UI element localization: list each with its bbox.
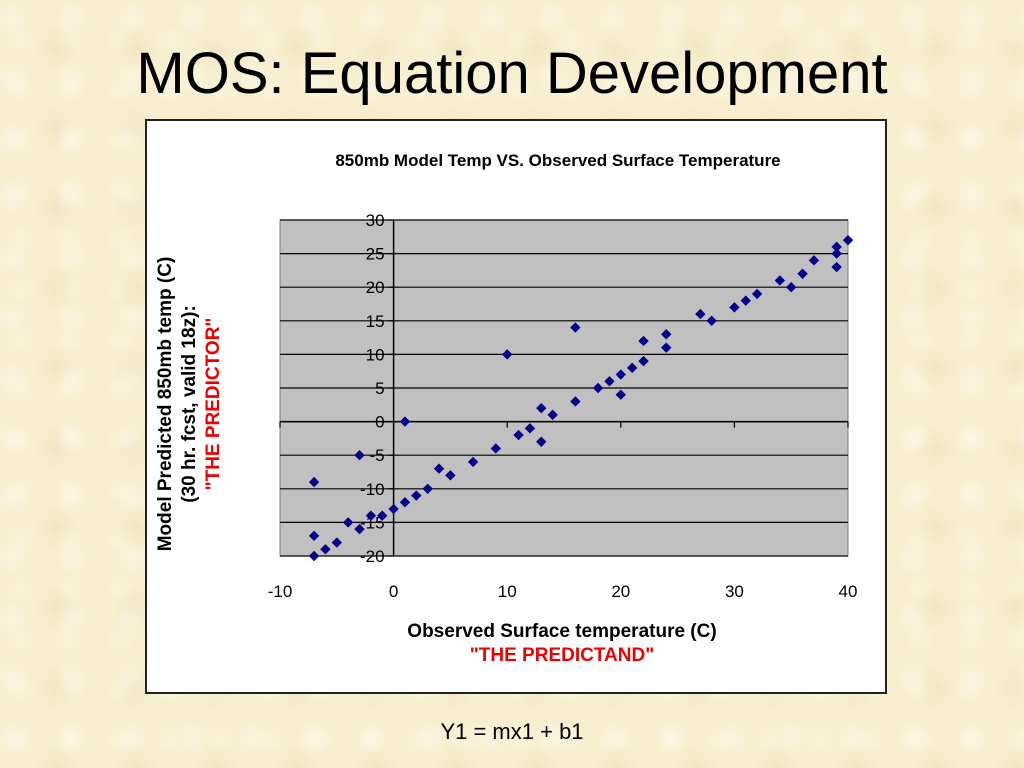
data-point	[388, 503, 399, 515]
data-point	[695, 308, 706, 320]
data-point	[308, 550, 320, 562]
data-point	[536, 402, 547, 414]
x-tick-label: 0	[389, 582, 398, 601]
x-tick-label: 40	[839, 582, 858, 601]
y-axis-title-line2: (30 hr. fcst, valid 18z):	[179, 305, 200, 502]
x-tick-label: 10	[498, 582, 517, 601]
y-axis-title-line1: Model Predicted 850mb temp (C)	[155, 257, 176, 552]
y-tick-label: -15	[360, 513, 385, 532]
data-point	[638, 355, 649, 367]
x-tick-label: -10	[268, 582, 293, 601]
y-tick-label: -20	[360, 547, 385, 566]
data-point	[842, 234, 854, 246]
data-point	[354, 450, 365, 461]
data-point	[638, 335, 649, 347]
data-point	[797, 268, 808, 279]
chart-container: 850mb Model Temp VS. Observed Surface Te…	[145, 119, 887, 694]
y-tick-label: -10	[360, 480, 385, 499]
scatter-chart: 850mb Model Temp VS. Observed Surface Te…	[155, 151, 858, 666]
data-point	[411, 490, 422, 501]
x-axis-title: Observed Surface temperature (C)	[407, 621, 716, 642]
data-point	[399, 416, 411, 427]
data-point	[308, 476, 320, 488]
axes	[279, 219, 849, 557]
data-point	[536, 436, 547, 447]
data-point	[706, 315, 717, 326]
data-point	[502, 349, 513, 360]
y-tick-label: 15	[366, 312, 385, 331]
data-point	[547, 409, 558, 421]
data-point	[751, 288, 763, 300]
data-point	[808, 255, 820, 266]
data-point	[433, 463, 445, 474]
data-point	[831, 248, 842, 259]
data-point	[831, 241, 842, 253]
data-point	[740, 295, 751, 306]
slide-title: MOS: Equation Development	[136, 41, 888, 106]
y-tick-label: 5	[375, 379, 384, 398]
data-point	[661, 342, 672, 353]
y-tick-label: 10	[366, 345, 385, 364]
chart-title: 850mb Model Temp VS. Observed Surface Te…	[335, 151, 780, 170]
regression-equation: Y1 = mx1 + b1	[440, 719, 584, 744]
data-point	[445, 470, 456, 481]
y-axis-title-line3: "THE PREDICTOR"	[203, 318, 224, 491]
data-point	[354, 523, 365, 535]
y-tick-label: 0	[375, 413, 384, 432]
data-point	[399, 497, 411, 508]
data-point	[570, 396, 581, 407]
data-point	[774, 275, 786, 286]
x-tick-label: 20	[611, 582, 630, 601]
data-point	[490, 443, 502, 454]
data-point	[729, 302, 740, 313]
y-tick-labels: 30 25 20 15 10 5 0 -5 -10 -15 -20	[360, 211, 385, 566]
y-tick-label: 25	[366, 245, 385, 264]
data-point	[831, 261, 842, 273]
data-point	[467, 456, 479, 468]
y-tick-label: 20	[366, 278, 385, 297]
data-point	[786, 282, 797, 293]
x-axis-subtitle: "THE PREDICTAND"	[470, 645, 654, 666]
data-point	[422, 483, 433, 494]
x-tick-labels: -10 0 10 20 30 40	[268, 582, 858, 601]
y-tick-label: 30	[366, 211, 385, 230]
data-point	[661, 329, 672, 340]
data-point	[570, 322, 581, 333]
x-tick-label: 30	[725, 582, 744, 601]
y-tick-label: -5	[369, 446, 384, 465]
